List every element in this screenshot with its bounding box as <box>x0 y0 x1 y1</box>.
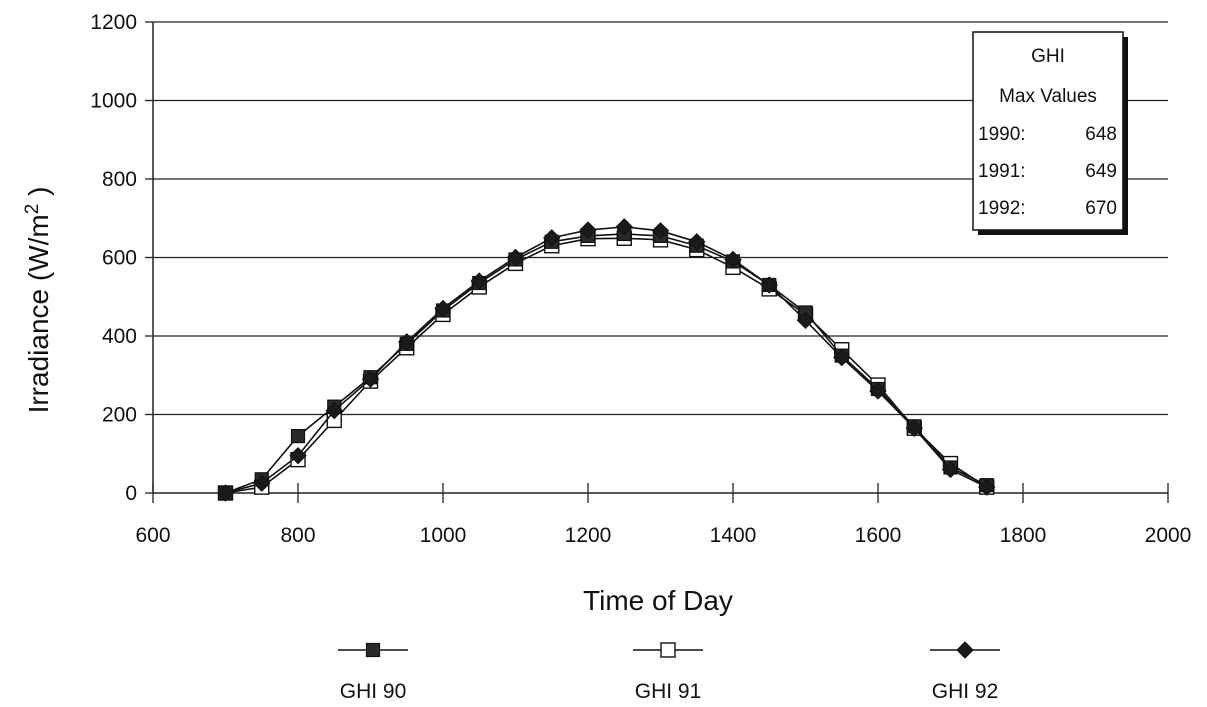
y-axis-title-close: ) <box>23 187 54 204</box>
series-line <box>225 237 988 494</box>
filled-diamond-marker <box>724 250 742 269</box>
filled-square-marker <box>290 428 306 444</box>
x-axis-title: Time of Day <box>583 585 733 616</box>
x-tick-label: 1600 <box>855 524 902 547</box>
max-values-row-year: 1990: <box>978 124 1026 145</box>
filled-diamond-marker <box>651 222 670 240</box>
legend-label: GHI 91 <box>635 680 702 703</box>
filled-diamond-marker <box>216 484 235 502</box>
y-tick-label: 1000 <box>90 90 137 113</box>
filled-diamond-marker <box>253 474 271 492</box>
max-values-box-subtitle: Max Values <box>999 86 1097 107</box>
max-values-row-value: 649 <box>1085 161 1117 182</box>
filled-diamond-marker <box>579 221 597 239</box>
filled-diamond-marker <box>325 401 343 420</box>
filled-diamond-marker <box>398 333 416 351</box>
y-axis-title-main: Irradiance (W/m <box>23 214 54 413</box>
axes: 0 200 400 600 800 1000 1200 600 800 1000 1200 1400 1… <box>90 11 1191 547</box>
max-values-row-value: 648 <box>1085 124 1117 145</box>
open-square-marker <box>660 642 676 658</box>
filled-diamond-marker <box>833 348 851 367</box>
series-line <box>225 226 988 494</box>
x-tick-label: 800 <box>280 524 315 547</box>
legend-item: GHI 91 <box>633 642 703 703</box>
filled-diamond-marker <box>688 233 706 251</box>
y-tick-label: 800 <box>102 168 137 191</box>
series-filled-square <box>218 226 994 501</box>
legend: GHI 90 GHI 91 GHI 92 <box>338 641 1000 703</box>
filled-diamond-marker <box>434 299 452 318</box>
gridlines <box>153 21 1168 416</box>
x-tick-label: 1800 <box>1000 524 1047 547</box>
x-tick-label: 1000 <box>420 524 467 547</box>
series-open-square <box>217 230 995 501</box>
filled-diamond-marker <box>978 478 996 496</box>
max-values-row-value: 670 <box>1085 198 1117 219</box>
y-tick-label: 400 <box>102 325 137 348</box>
legend-label: GHI 92 <box>932 680 999 703</box>
filled-diamond-marker <box>289 447 307 465</box>
legend-item: GHI 92 <box>930 641 1000 703</box>
y-tick-label: 600 <box>102 247 137 270</box>
x-tick-label: 1200 <box>565 524 612 547</box>
filled-diamond-marker <box>615 218 633 236</box>
series-line <box>225 233 988 494</box>
y-tick-label: 0 <box>125 482 137 505</box>
x-tick-label: 2000 <box>1145 524 1192 547</box>
legend-item: GHI 90 <box>338 642 408 703</box>
filled-diamond-marker <box>760 276 778 294</box>
filled-diamond-marker <box>905 419 923 437</box>
max-values-box-title: GHI <box>1031 46 1065 67</box>
x-tick-label: 600 <box>135 524 170 547</box>
y-tick-label: 200 <box>102 404 137 427</box>
filled-diamond-marker <box>941 460 960 479</box>
x-tick-label: 1400 <box>710 524 757 547</box>
max-values-box-frame <box>972 31 1124 231</box>
y-tick-label: 1200 <box>90 11 137 34</box>
filled-diamond-marker <box>470 272 488 290</box>
filled-diamond-marker <box>796 311 815 330</box>
y-axis-title-superscript: 2 <box>22 204 43 215</box>
filled-diamond-marker <box>956 641 974 659</box>
max-values-row-year: 1992: <box>978 198 1026 219</box>
filled-diamond-marker <box>361 370 380 388</box>
y-axis-title: Irradiance (W/m2 ) <box>22 187 54 414</box>
series-group <box>216 218 996 502</box>
filled-square-marker <box>365 642 381 658</box>
max-values-box: GHI Max Values 1990: 648 1991: 649 1992:… <box>972 31 1128 235</box>
filled-diamond-marker <box>869 382 887 400</box>
max-values-row-year: 1991: <box>978 161 1026 182</box>
series-filled-diamond <box>216 218 996 502</box>
filled-diamond-marker <box>506 248 525 267</box>
filled-diamond-marker <box>543 229 561 247</box>
legend-label: GHI 90 <box>340 680 407 703</box>
